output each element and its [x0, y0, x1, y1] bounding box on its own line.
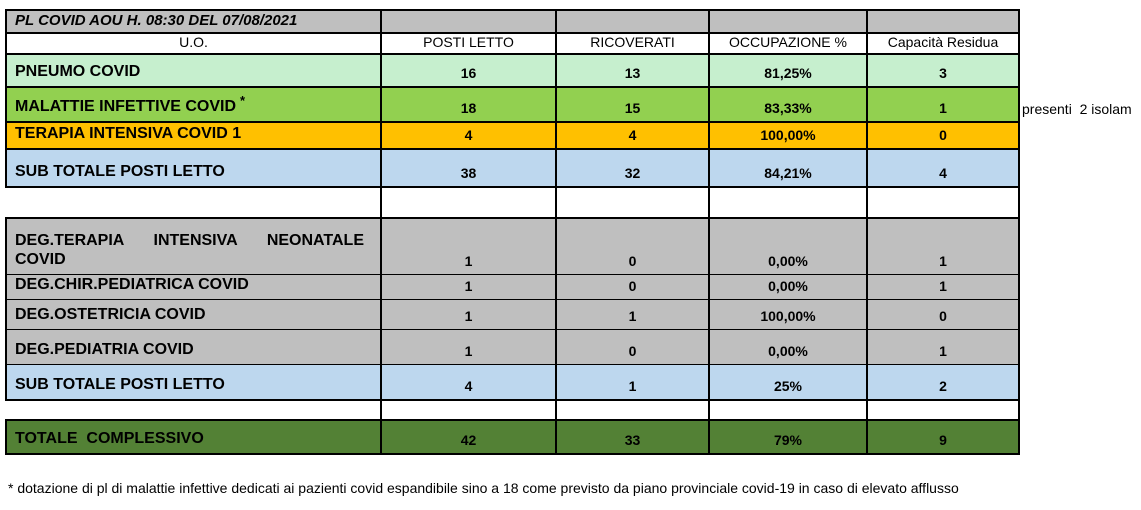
degped-occupazione-cell[interactable]: 0,00% [708, 328, 868, 365]
row-deg-pediatria: DEG.PEDIATRIA COVID 1 0 0,00% 1 [5, 328, 1020, 365]
degost-ricoverati-cell[interactable]: 1 [555, 298, 710, 330]
subtotale2-occupazione-cell[interactable]: 25% [708, 363, 868, 401]
spacer-cell [708, 399, 868, 421]
spacer-cell [380, 186, 557, 219]
degost-capacita-cell[interactable]: 0 [866, 298, 1020, 330]
row-deg-ostetricia: DEG.OSTETRICIA COVID 1 1 100,00% 0 [5, 298, 1020, 330]
spacer-cell [380, 399, 557, 421]
degost-posti-letto-cell[interactable]: 1 [380, 298, 557, 330]
row-pneumo-covid: PNEUMO COVID 16 13 81,25% 3 [5, 53, 1020, 88]
malattie-ricoverati-cell[interactable]: 15 [555, 86, 710, 123]
totale-ricoverati-cell[interactable]: 33 [555, 419, 710, 455]
row-totale-complessivo: TOTALE COMPLESSIVO 42 33 79% 9 [5, 419, 1020, 455]
col-header-ricoverati[interactable]: RICOVERATI [555, 32, 710, 55]
totale-capacita-cell[interactable]: 9 [866, 419, 1020, 455]
row-deg-terapia-intensiva-neonatale: DEG.TERAPIA INTENSIVA NEONATALE COVID 1 … [5, 217, 1020, 275]
subtotale1-posti-letto-cell[interactable]: 38 [380, 148, 557, 188]
footnote-asterisk: * [240, 93, 246, 108]
terapia-posti-letto-cell[interactable]: 4 [380, 121, 557, 150]
covid-beds-table: PL COVID AOU H. 08:30 DEL 07/08/2021 U.O… [5, 9, 1020, 455]
spacer-cell [555, 186, 710, 219]
subtotale2-capacita-cell[interactable]: 2 [866, 363, 1020, 401]
pneumo-occupazione-cell[interactable]: 81,25% [708, 53, 868, 88]
col-header-uo[interactable]: U.O. [5, 32, 382, 55]
spacer-row [5, 399, 1020, 421]
footnote: * dotazione di pl di malattie infettive … [8, 480, 959, 496]
subtotale2-ricoverati-cell[interactable]: 1 [555, 363, 710, 401]
row-malattie-infettive-covid: MALATTIE INFETTIVE COVID * 18 15 83,33% 1 [5, 86, 1020, 123]
totale-occupazione-cell[interactable]: 79% [708, 419, 868, 455]
row-deg-chir-pediatrica: DEG.CHIR.PEDIATRICA COVID 1 0 0,00% 1 [5, 273, 1020, 300]
degped-label-cell[interactable]: DEG.PEDIATRIA COVID [5, 328, 382, 365]
subtotale1-occupazione-cell[interactable]: 84,21% [708, 148, 868, 188]
degchir-posti-letto-cell[interactable]: 1 [380, 273, 557, 300]
degchir-ricoverati-cell[interactable]: 0 [555, 273, 710, 300]
subtotale1-capacita-cell[interactable]: 4 [866, 148, 1020, 188]
col-header-occupazione[interactable]: OCCUPAZIONE % [708, 32, 868, 55]
malattie-label: MALATTIE INFETTIVE COVID [15, 98, 237, 115]
spacer-cell [866, 186, 1020, 219]
title-row-blank-cell [380, 9, 557, 34]
terapia-capacita-cell[interactable]: 0 [866, 121, 1020, 150]
degtin-label-cell[interactable]: DEG.TERAPIA INTENSIVA NEONATALE COVID [5, 217, 382, 275]
row-sub-totale-2: SUB TOTALE POSTI LETTO 4 1 25% 2 [5, 363, 1020, 401]
row-terapia-intensiva-covid-1: TERAPIA INTENSIVA COVID 1 4 4 100,00% 0 [5, 121, 1020, 150]
malattie-capacita-cell[interactable]: 1 [866, 86, 1020, 123]
degped-ricoverati-cell[interactable]: 0 [555, 328, 710, 365]
malattie-posti-letto-cell[interactable]: 18 [380, 86, 557, 123]
terapia-occupazione-cell[interactable]: 100,00% [708, 121, 868, 150]
subtotale2-posti-letto-cell[interactable]: 4 [380, 363, 557, 401]
spacer-cell [708, 186, 868, 219]
col-header-posti-letto[interactable]: POSTI LETTO [380, 32, 557, 55]
pneumo-posti-letto-cell[interactable]: 16 [380, 53, 557, 88]
row-sub-totale-1: SUB TOTALE POSTI LETTO 38 32 84,21% 4 [5, 148, 1020, 188]
degchir-occupazione-cell[interactable]: 0,00% [708, 273, 868, 300]
totale-label-cell[interactable]: TOTALE COMPLESSIVO [5, 419, 382, 455]
degtin-posti-letto-cell[interactable]: 1 [380, 217, 557, 275]
pneumo-capacita-cell[interactable]: 3 [866, 53, 1020, 88]
degtin-occupazione-cell[interactable]: 0,00% [708, 217, 868, 275]
spacer-cell [5, 186, 382, 219]
degchir-capacita-cell[interactable]: 1 [866, 273, 1020, 300]
degped-posti-letto-cell[interactable]: 1 [380, 328, 557, 365]
subtotale2-label-cell[interactable]: SUB TOTALE POSTI LETTO [5, 363, 382, 401]
degtin-capacita-cell[interactable]: 1 [866, 217, 1020, 275]
terapia-label-cell[interactable]: TERAPIA INTENSIVA COVID 1 [5, 121, 382, 150]
report-title-cell[interactable]: PL COVID AOU H. 08:30 DEL 07/08/2021 [5, 9, 382, 34]
terapia-ricoverati-cell[interactable]: 4 [555, 121, 710, 150]
column-header-row: U.O. POSTI LETTO RICOVERATI OCCUPAZIONE … [5, 32, 1020, 55]
degost-occupazione-cell[interactable]: 100,00% [708, 298, 868, 330]
malattie-occupazione-cell[interactable]: 83,33% [708, 86, 868, 123]
spacer-cell [5, 399, 382, 421]
spacer-row [5, 186, 1020, 219]
col-header-capacita-residua[interactable]: Capacità Residua [866, 32, 1020, 55]
title-row-blank-cell [866, 9, 1020, 34]
degchir-label-cell[interactable]: DEG.CHIR.PEDIATRICA COVID [5, 273, 382, 300]
degost-label-cell[interactable]: DEG.OSTETRICIA COVID [5, 298, 382, 330]
title-row: PL COVID AOU H. 08:30 DEL 07/08/2021 [5, 9, 1020, 34]
isolation-side-note: presenti 2 isolam [1022, 101, 1132, 117]
totale-posti-letto-cell[interactable]: 42 [380, 419, 557, 455]
malattie-label-cell[interactable]: MALATTIE INFETTIVE COVID * [5, 86, 382, 123]
subtotale1-label-cell[interactable]: SUB TOTALE POSTI LETTO [5, 148, 382, 188]
pneumo-ricoverati-cell[interactable]: 13 [555, 53, 710, 88]
spacer-cell [866, 399, 1020, 421]
pneumo-label-cell[interactable]: PNEUMO COVID [5, 53, 382, 88]
spacer-cell [555, 399, 710, 421]
degped-capacita-cell[interactable]: 1 [866, 328, 1020, 365]
degtin-ricoverati-cell[interactable]: 0 [555, 217, 710, 275]
subtotale1-ricoverati-cell[interactable]: 32 [555, 148, 710, 188]
title-row-blank-cell [555, 9, 710, 34]
title-row-blank-cell [708, 9, 868, 34]
